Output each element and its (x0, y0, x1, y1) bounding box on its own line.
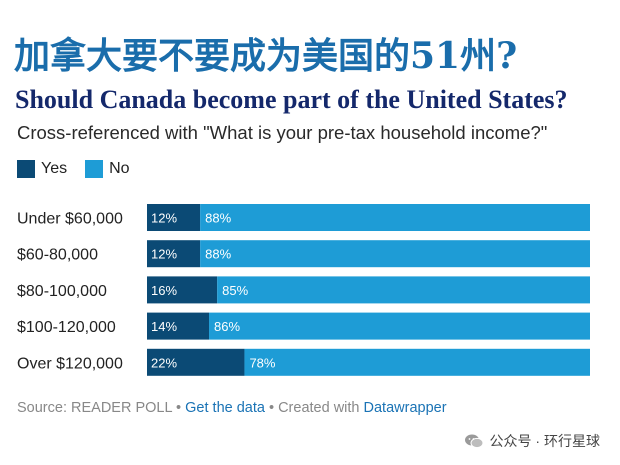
category-label: Under $60,000 (17, 211, 123, 228)
legend-swatch-no (85, 160, 104, 178)
data-label-no: 88% (205, 247, 231, 262)
legend-label-no: No (109, 160, 130, 177)
legend-item-yes: Yes (17, 160, 67, 178)
category-label: $80-100,000 (17, 283, 107, 300)
english-title: Should Canada become part of the United … (15, 85, 568, 114)
bar-yes (147, 312, 210, 340)
chart-legend: Yes No (17, 160, 148, 178)
watermark: 公众号 · 环行星球 (464, 431, 600, 451)
created-with-text: • Created with (264, 400, 364, 416)
bar-yes (147, 240, 201, 268)
data-label-yes: 12% (151, 211, 177, 226)
legend-item-no: No (85, 160, 130, 178)
data-label-no: 78% (249, 355, 275, 370)
data-label-yes: 12% (151, 247, 177, 262)
footer-separator: • (172, 400, 186, 416)
data-label-no: 86% (214, 319, 240, 334)
wechat-icon (464, 434, 484, 449)
data-label-yes: 16% (151, 283, 177, 298)
data-label-no: 88% (205, 211, 231, 226)
category-label: $100-120,000 (17, 319, 116, 336)
bar-no (209, 312, 590, 340)
datawrapper-link[interactable]: Datawrapper (363, 400, 447, 416)
category-label: Over $120,000 (17, 355, 123, 372)
legend-label-yes: Yes (41, 160, 68, 177)
bar-yes (147, 348, 245, 376)
data-label-yes: 14% (151, 319, 177, 334)
bar-no (244, 348, 590, 376)
data-label-no: 85% (222, 283, 248, 298)
bar-no (200, 240, 590, 268)
chart-footer: Source: READER POLL • Get the data • Cre… (17, 400, 447, 416)
chart-subtitle: Cross-referenced with "What is your pre-… (17, 122, 548, 143)
data-label-yes: 22% (151, 355, 177, 370)
chinese-title: 加拿大要不要成为美国的51州? (14, 35, 518, 77)
get-data-link[interactable]: Get the data (185, 400, 265, 416)
bar-yes (147, 276, 218, 304)
bar-no (217, 276, 590, 304)
legend-swatch-yes (17, 160, 35, 178)
source-text: Source: READER POLL (17, 400, 172, 416)
watermark-text: 公众号 · 环行星球 (489, 433, 600, 449)
bar-yes (147, 204, 201, 231)
bar-no (200, 204, 590, 231)
category-label: $60-80,000 (17, 247, 98, 264)
